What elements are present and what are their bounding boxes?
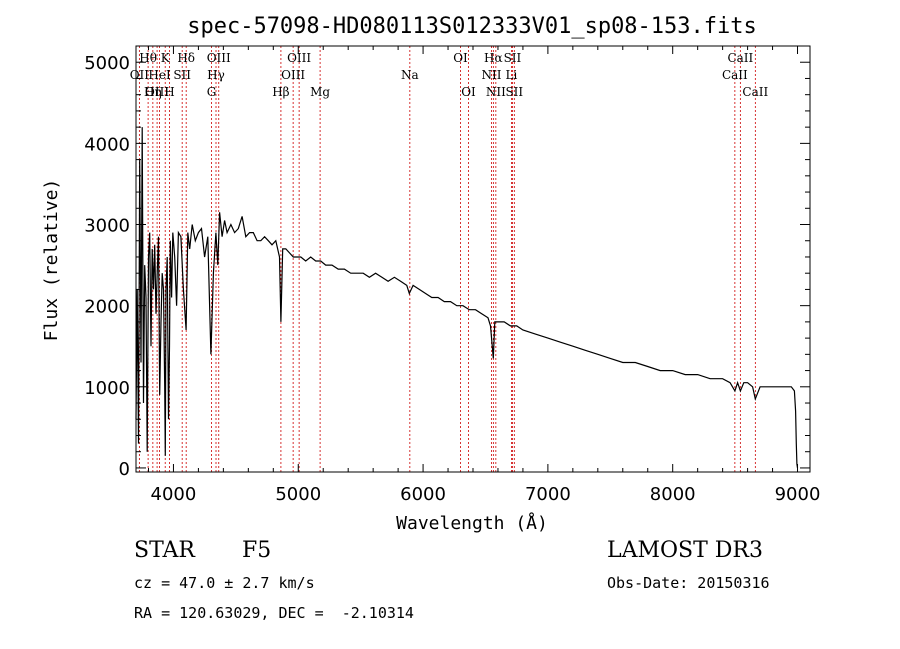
line-marker-label: Hδ xyxy=(177,51,195,65)
x-axis-label: Wavelength (Å) xyxy=(396,512,548,534)
y-tick-label: 5000 xyxy=(84,53,130,74)
redshift-value: cz = 47.0 ± 2.7 km/s xyxy=(134,574,315,592)
y-tick-label: 3000 xyxy=(84,216,130,237)
x-axis-ticks: 4000 5000 6000 7000 8000 9000 xyxy=(147,46,821,505)
line-marker-label: Hη xyxy=(144,85,162,99)
x-tick-label: 9000 xyxy=(775,484,821,505)
y-axis-ticks: 0 1000 2000 3000 4000 5000 xyxy=(84,53,810,480)
line-marker-label: OI xyxy=(453,51,468,65)
line-marker-label: HeI xyxy=(148,68,171,82)
line-marker-label: OIII xyxy=(287,51,311,65)
spectrum-series-line xyxy=(135,127,799,468)
line-marker-label: NII xyxy=(486,85,506,99)
line-marker-label: Hα xyxy=(484,51,503,65)
line-marker-label: SII xyxy=(505,85,523,99)
line-marker-label: NII xyxy=(481,68,501,82)
plot-frame xyxy=(135,45,811,473)
y-tick-label: 4000 xyxy=(84,134,130,155)
line-marker-label: CaII xyxy=(727,51,753,65)
y-tick-label: 2000 xyxy=(84,297,130,318)
x-tick-label: 5000 xyxy=(275,484,321,505)
survey-name: LAMOST DR3 xyxy=(607,538,763,563)
line-marker-label: H xyxy=(164,85,174,99)
y-tick-label: 1000 xyxy=(84,378,130,399)
line-marker-label: Hθ xyxy=(139,51,157,65)
line-marker-label: OIII xyxy=(145,85,169,99)
coordinates: RA = 120.63029, DEC = -2.10314 xyxy=(134,604,414,622)
line-marker-label: CaII xyxy=(742,85,768,99)
line-marker-label: Li xyxy=(506,68,518,82)
spectral-subclass: F5 xyxy=(242,538,272,563)
y-axis-label: Flux (relative) xyxy=(41,179,62,342)
observation-date: Obs-Date: 20150316 xyxy=(607,574,770,592)
line-marker-label: CaII xyxy=(722,68,748,82)
line-marker-label: SII xyxy=(504,51,522,65)
line-marker-label: OII xyxy=(130,68,150,82)
x-tick-label: 7000 xyxy=(525,484,571,505)
line-markers xyxy=(138,46,756,472)
line-marker-label: OIII xyxy=(207,51,231,65)
line-marker-label: SII xyxy=(173,68,191,82)
line-marker-labels: OIIHθHηOIIIHeIKHSIIHδGHγOIIIHβOIIIOIIIMg… xyxy=(130,51,769,99)
line-marker-label: Hβ xyxy=(272,85,289,99)
line-marker-label: Mg xyxy=(310,85,330,99)
x-tick-label: 8000 xyxy=(650,484,696,505)
line-marker-label: OIII xyxy=(281,68,305,82)
x-tick-label: 6000 xyxy=(400,484,446,505)
line-marker-label: G xyxy=(207,85,217,99)
line-marker-label: Hγ xyxy=(207,68,225,82)
line-marker-label: K xyxy=(161,51,171,65)
chart-title: spec-57098-HD080113S012333V01_sp08-153.f… xyxy=(187,14,757,39)
y-tick-label: 0 xyxy=(119,459,130,480)
line-marker-label: Na xyxy=(401,68,419,82)
object-class: STAR xyxy=(134,538,195,563)
line-marker-label: OI xyxy=(461,85,476,99)
x-tick-label: 4000 xyxy=(151,484,197,505)
